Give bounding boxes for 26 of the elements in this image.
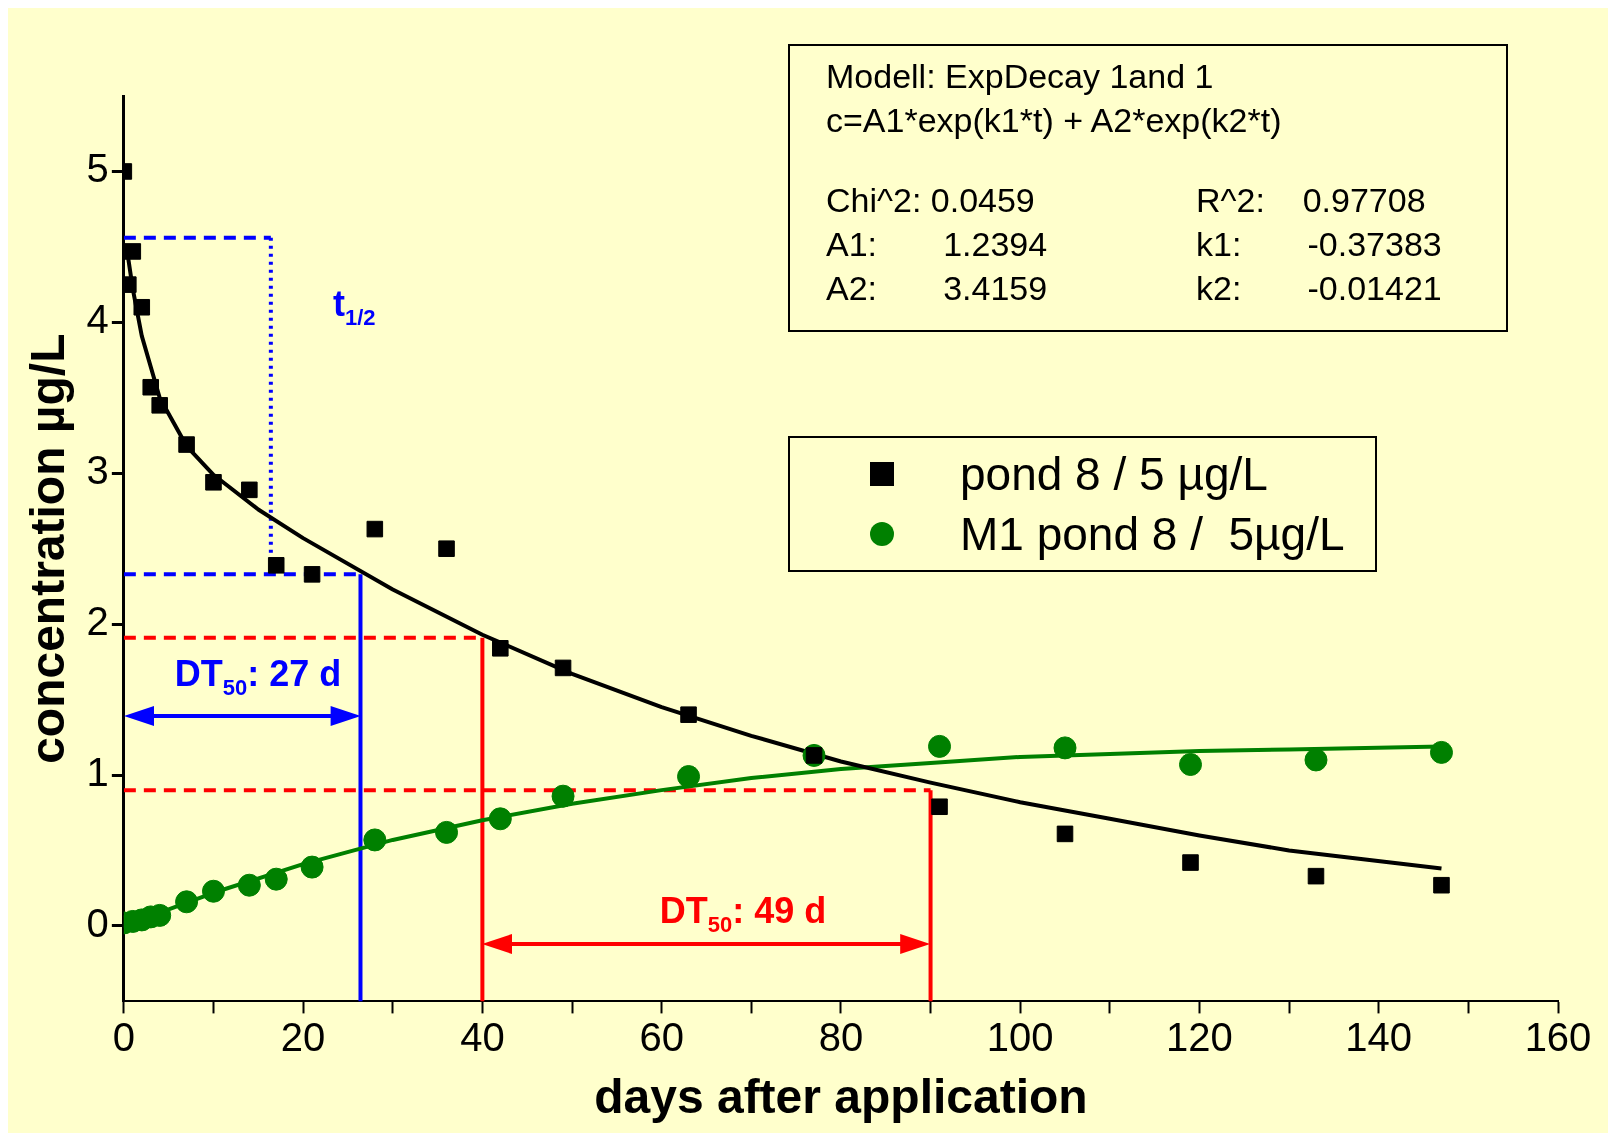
y-tick-label: 0 bbox=[86, 900, 109, 945]
y-tick-label: 2 bbox=[86, 599, 109, 644]
y-tick-label: 4 bbox=[86, 297, 109, 342]
x-tick-label: 100 bbox=[986, 1015, 1054, 1060]
annotation: k1: -0.37383 bbox=[1196, 224, 1443, 265]
x-tick-label: 40 bbox=[460, 1015, 505, 1060]
x-tick-label: 80 bbox=[818, 1015, 864, 1060]
x-tick-label: 160 bbox=[1524, 1015, 1592, 1060]
x-tick-label: 140 bbox=[1345, 1015, 1413, 1060]
annotation: Modell: ExpDecay 1and 1 bbox=[826, 56, 1215, 97]
y-axis-title: concentration µg/L bbox=[21, 333, 75, 764]
annotation: Chi^2: 0.0459 bbox=[826, 180, 1036, 221]
annotation: R^2: 0.97708 bbox=[1196, 180, 1427, 221]
annotation: A1: 1.2394 bbox=[826, 224, 1049, 265]
annotation: k2: -0.01421 bbox=[1196, 268, 1443, 309]
annotation: c=A1*exp(k1*t) + A2*exp(k2*t) bbox=[826, 100, 1283, 141]
y-tick-label: 1 bbox=[86, 750, 109, 795]
x-tick-label: 60 bbox=[639, 1015, 684, 1060]
legend-label: pond 8 / 5 µg/L bbox=[960, 447, 1268, 502]
y-tick-label: 3 bbox=[86, 448, 109, 493]
x-axis-title: days after application bbox=[594, 1070, 1088, 1124]
x-tick-label: 20 bbox=[280, 1015, 326, 1060]
y-tick-label: 5 bbox=[86, 146, 109, 191]
annotation: A2: 3.4159 bbox=[826, 268, 1049, 309]
x-tick-label: 120 bbox=[1166, 1015, 1233, 1060]
legend-label: M1 pond 8 / 5µg/L bbox=[960, 507, 1345, 562]
